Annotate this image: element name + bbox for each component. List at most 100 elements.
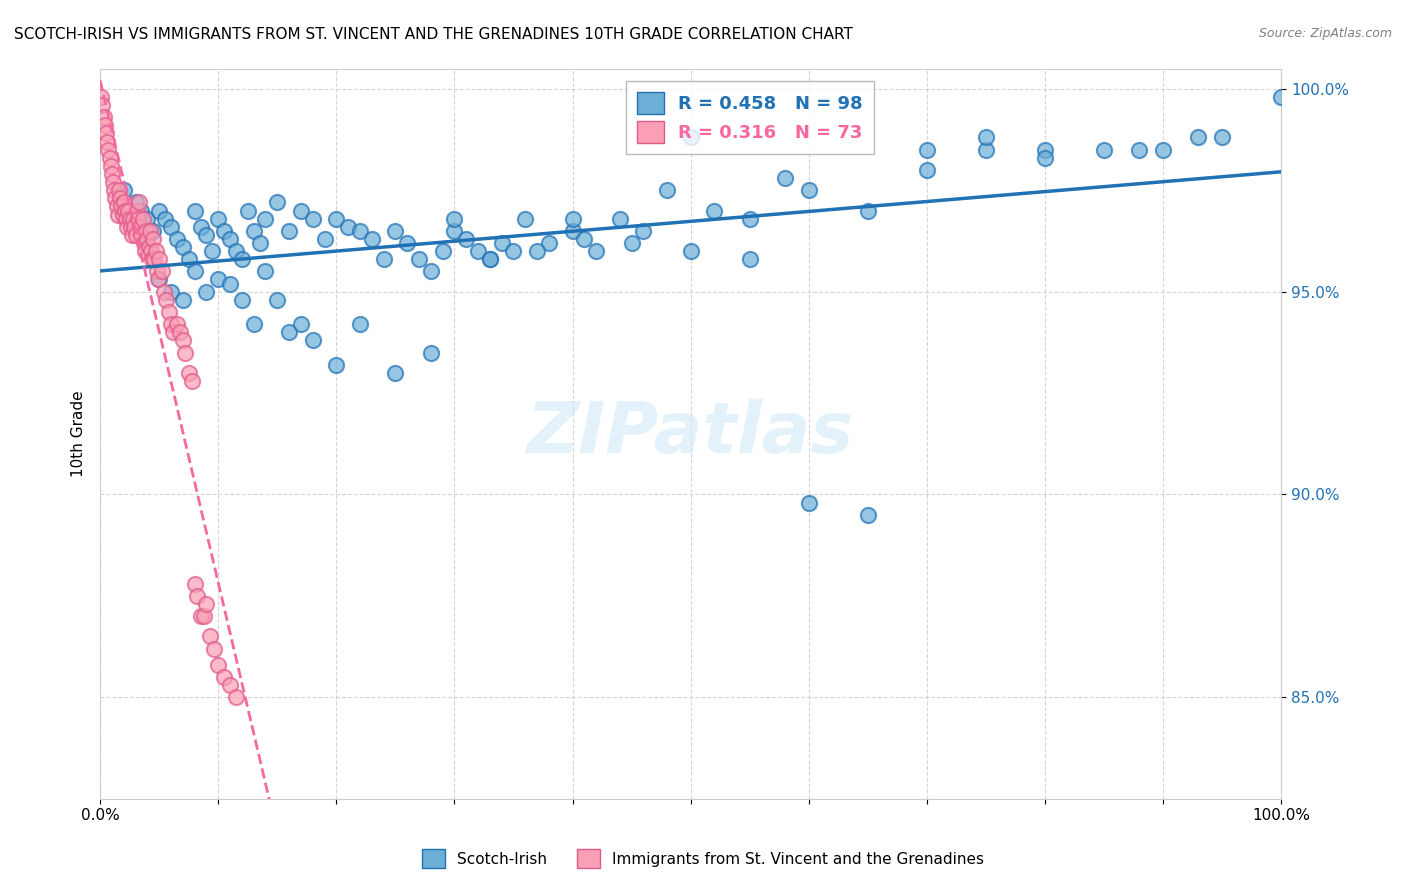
Point [456, 232, 478, 246]
Point [396, 235, 419, 250]
Point [111, 208, 134, 222]
Point [254, 211, 277, 226]
Point [585, 244, 607, 258]
Point [201, 244, 224, 258]
Point [177, 366, 200, 380]
Point [349, 317, 371, 331]
Point [153, 285, 176, 299]
Point [198, 630, 221, 644]
Point [609, 211, 631, 226]
Point [131, 203, 153, 218]
Point [98, 151, 121, 165]
Point [172, 293, 194, 307]
Point [797, 183, 820, 197]
Point [138, 240, 160, 254]
Point [166, 232, 188, 246]
Point [124, 219, 146, 234]
Point [384, 224, 406, 238]
Point [96, 135, 118, 149]
Point [207, 657, 229, 672]
Point [1211, 130, 1233, 145]
Point [432, 244, 454, 258]
Point [183, 203, 205, 218]
Point [138, 224, 160, 238]
Point [408, 252, 430, 267]
Point [231, 252, 253, 267]
Point [150, 264, 173, 278]
Point [157, 305, 180, 319]
Point [183, 576, 205, 591]
Point [172, 240, 194, 254]
Point [131, 211, 153, 226]
Point [219, 232, 242, 246]
Point [155, 293, 177, 307]
Point [443, 211, 465, 226]
Point [467, 244, 489, 258]
Point [100, 159, 122, 173]
Point [249, 235, 271, 250]
Legend: R = 0.458   N = 98, R = 0.316   N = 73: R = 0.458 N = 98, R = 0.316 N = 73 [626, 81, 873, 154]
Point [231, 293, 253, 307]
Point [103, 183, 125, 197]
Point [1092, 143, 1115, 157]
Y-axis label: 10th Grade: 10th Grade [72, 391, 86, 477]
Point [242, 317, 264, 331]
Point [131, 227, 153, 242]
Point [915, 163, 938, 178]
Point [146, 264, 169, 278]
Point [202, 641, 225, 656]
Point [117, 203, 139, 218]
Point [290, 317, 312, 331]
Point [193, 609, 215, 624]
Point [349, 224, 371, 238]
Point [186, 589, 208, 603]
Point [101, 167, 124, 181]
Point [1152, 143, 1174, 157]
Point [703, 203, 725, 218]
Point [633, 224, 655, 238]
Point [115, 211, 138, 226]
Point [108, 191, 131, 205]
Point [419, 345, 441, 359]
Point [110, 199, 132, 213]
Point [212, 224, 235, 238]
Point [1033, 151, 1056, 165]
Point [128, 195, 150, 210]
Point [219, 678, 242, 692]
Point [93, 110, 115, 124]
Point [679, 130, 702, 145]
Legend: Scotch-Irish, Immigrants from St. Vincent and the Grenadines: Scotch-Irish, Immigrants from St. Vincen… [413, 841, 993, 875]
Point [974, 143, 997, 157]
Point [94, 127, 117, 141]
Point [160, 219, 183, 234]
Point [190, 609, 212, 624]
Point [478, 252, 501, 267]
Point [1033, 143, 1056, 157]
Point [515, 211, 537, 226]
Point [148, 252, 170, 267]
Point [290, 203, 312, 218]
Point [166, 317, 188, 331]
Point [502, 244, 524, 258]
Point [142, 224, 165, 238]
Point [121, 227, 143, 242]
Point [136, 232, 159, 246]
Text: Source: ZipAtlas.com: Source: ZipAtlas.com [1258, 27, 1392, 40]
Point [561, 224, 583, 238]
Point [207, 272, 229, 286]
Point [561, 211, 583, 226]
Point [526, 244, 548, 258]
Point [114, 203, 136, 218]
Point [419, 264, 441, 278]
Point [537, 235, 560, 250]
Point [146, 272, 169, 286]
Point [212, 670, 235, 684]
Point [153, 211, 176, 226]
Point [183, 264, 205, 278]
Point [195, 227, 218, 242]
Point [384, 366, 406, 380]
Point [219, 277, 242, 291]
Point [124, 195, 146, 210]
Point [574, 232, 596, 246]
Point [101, 175, 124, 189]
